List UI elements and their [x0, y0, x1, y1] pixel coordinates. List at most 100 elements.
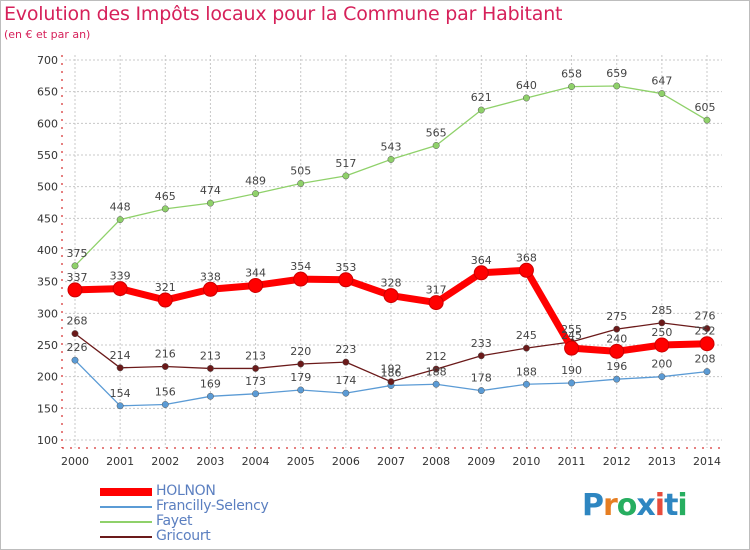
data-label: 565 — [426, 127, 447, 140]
data-label: 213 — [245, 349, 266, 362]
data-point — [703, 325, 711, 332]
y-tick-label: 450 — [37, 212, 58, 225]
data-point — [477, 387, 485, 395]
data-point — [116, 402, 124, 410]
data-point — [613, 325, 621, 333]
data-point — [206, 392, 214, 400]
x-tick-label: 2004 — [242, 455, 270, 468]
data-label: 216 — [155, 348, 176, 361]
legend-label: Francilly-Selency — [156, 498, 269, 514]
data-label: 268 — [67, 315, 88, 328]
data-point — [387, 378, 395, 386]
y-tick-label: 700 — [37, 54, 58, 67]
data-label: 188 — [516, 365, 537, 378]
data-point — [293, 271, 309, 287]
data-point — [658, 373, 666, 381]
y-tick-label: 300 — [37, 307, 58, 320]
legend-item-holnon: HOLNON — [100, 483, 360, 500]
logo-letter: t — [664, 488, 678, 523]
data-label: 465 — [155, 190, 176, 203]
data-point — [252, 190, 260, 198]
data-label: 474 — [200, 184, 221, 197]
x-tick-label: 2009 — [467, 455, 495, 468]
data-point — [157, 292, 173, 308]
y-tick-label: 650 — [37, 86, 58, 99]
data-point — [613, 375, 621, 383]
data-label: 344 — [245, 266, 266, 279]
data-point — [252, 364, 260, 372]
data-point — [432, 142, 440, 149]
data-label: 226 — [67, 341, 88, 354]
data-label: 605 — [695, 101, 716, 114]
logo-letter: i — [654, 488, 665, 523]
data-point — [477, 352, 485, 360]
data-point — [654, 337, 670, 353]
data-label: 328 — [381, 277, 402, 290]
data-label: 321 — [155, 281, 176, 294]
data-label: 214 — [110, 349, 131, 362]
data-label: 252 — [695, 325, 716, 338]
legend-label: HOLNON — [156, 483, 216, 499]
data-label: 200 — [651, 358, 672, 371]
x-tick-label: 2008 — [422, 455, 450, 468]
data-label: 353 — [335, 261, 356, 274]
data-label: 505 — [290, 165, 311, 178]
data-label: 368 — [516, 251, 537, 264]
data-point — [518, 262, 534, 278]
data-label: 285 — [651, 304, 672, 317]
data-label: 276 — [695, 310, 716, 323]
legend-swatch — [100, 521, 152, 523]
data-point — [703, 368, 711, 376]
y-tick-label: 150 — [37, 402, 58, 415]
legend-item-fayet: Fayet — [100, 513, 360, 530]
x-tick-label: 2007 — [377, 455, 405, 468]
proxiti-logo: Proxiti — [582, 488, 688, 523]
data-point — [432, 365, 440, 373]
x-tick-label: 2000 — [61, 455, 89, 468]
y-tick-label: 200 — [37, 371, 58, 384]
data-label: 169 — [200, 377, 221, 390]
data-label: 640 — [516, 79, 537, 92]
data-point — [71, 262, 79, 270]
data-label: 173 — [245, 375, 266, 388]
data-point — [161, 363, 169, 370]
data-label: 240 — [606, 332, 627, 345]
data-point — [428, 295, 444, 311]
y-tick-label: 400 — [37, 244, 58, 257]
data-point — [658, 319, 666, 327]
data-label: 338 — [200, 270, 221, 283]
legend-item-francilly-selency: Francilly-Selency — [100, 498, 360, 515]
data-label: 448 — [110, 201, 131, 214]
x-tick-label: 2001 — [106, 455, 134, 468]
chart-title: Evolution des Impôts locaux pour la Comm… — [4, 3, 563, 25]
data-label: 275 — [606, 310, 627, 323]
data-label: 213 — [200, 349, 221, 362]
data-point — [297, 180, 305, 187]
data-point — [161, 205, 169, 213]
data-point — [473, 265, 489, 281]
data-label: 339 — [110, 270, 131, 283]
y-tick-label: 100 — [37, 434, 58, 447]
data-point — [432, 380, 440, 388]
data-label: 337 — [67, 271, 88, 284]
data-label: 179 — [290, 371, 311, 384]
data-label: 212 — [426, 350, 447, 363]
data-label: 517 — [335, 157, 356, 170]
data-point — [609, 343, 625, 359]
data-label: 245 — [516, 329, 537, 342]
data-point — [206, 364, 214, 372]
y-tick-label: 250 — [37, 339, 58, 352]
data-label: 223 — [335, 343, 356, 356]
legend-item-gricourt: Gricourt — [100, 528, 360, 545]
data-label: 188 — [426, 365, 447, 378]
legend-swatch — [100, 488, 152, 496]
data-point — [699, 336, 715, 352]
data-label: 255 — [561, 323, 582, 336]
data-label: 245 — [561, 329, 582, 342]
x-tick-label: 2012 — [603, 455, 631, 468]
data-label: 354 — [290, 260, 311, 273]
data-point — [568, 83, 576, 91]
data-point — [112, 281, 128, 297]
legend-swatch — [100, 536, 152, 538]
